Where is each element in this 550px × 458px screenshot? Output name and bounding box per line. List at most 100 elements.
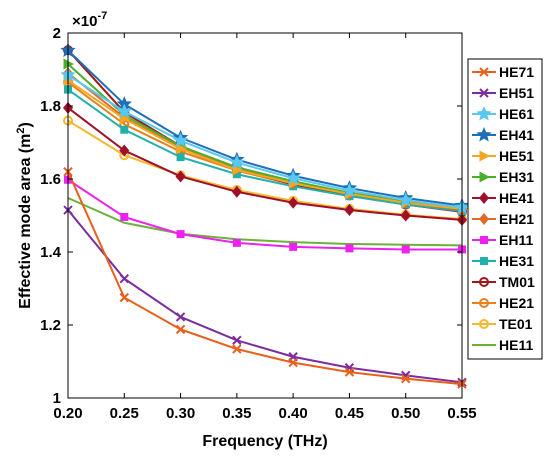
x-tick-label: 0.50: [391, 405, 420, 422]
legend-item-he51: HE51: [472, 148, 534, 164]
data-point-he61: [398, 192, 414, 207]
data-point-he41: [175, 170, 186, 183]
legend-label: HE61: [499, 106, 534, 122]
legend-marker: [479, 88, 489, 98]
legend-item-eh41: EH41: [472, 126, 534, 143]
data-point-eh11: [232, 238, 241, 247]
legend-label: EH31: [499, 169, 534, 185]
data-point-he41: [231, 185, 242, 198]
legend-item-eh31: EH31: [472, 169, 534, 185]
legend-label: HE11: [499, 337, 533, 353]
data-point-he31: [120, 125, 129, 134]
y-axis-label: Effective mode area (m2): [15, 122, 34, 309]
data-point-he71: [232, 344, 242, 354]
series-he61: [60, 66, 470, 214]
data-point-eh11: [345, 244, 354, 253]
x-tick-label: 0.25: [110, 405, 139, 422]
legend-marker: [479, 192, 489, 204]
series-line-he71: [67, 171, 463, 386]
legend-item-eh51: EH51: [472, 85, 534, 101]
data-point-he41: [119, 144, 130, 157]
data-point-he41: [288, 196, 299, 209]
legend-label: EH21: [499, 211, 534, 227]
y-axis-exponent-power: -7: [97, 10, 107, 22]
series-he41: [63, 101, 467, 226]
x-tick-label: 0.40: [279, 405, 308, 422]
legend-marker: [479, 277, 489, 287]
legend-marker: [476, 126, 492, 142]
series-eh31: [63, 58, 468, 214]
legend-label: EH41: [499, 127, 534, 143]
legend-label: HE31: [499, 253, 534, 269]
data-point-he61: [116, 103, 132, 118]
data-point-eh11: [120, 212, 129, 221]
legend-item-te01: TE01: [472, 316, 533, 332]
legend-item-he11: HE11: [472, 337, 533, 353]
series-line-he51: [67, 79, 463, 210]
data-point-he71: [344, 367, 355, 377]
y-tick-label: 1.6: [40, 171, 61, 188]
legend-label: HE51: [499, 148, 534, 164]
data-point-eh51: [119, 273, 129, 284]
legend-label: TM01: [499, 274, 535, 290]
y-tick-label: 2: [53, 25, 61, 42]
legend-item-he21: HE21: [472, 295, 534, 311]
y-axis-label-main: Effective mode area (m: [17, 134, 34, 309]
data-point-he41: [400, 209, 411, 222]
y-axis-ticks: 1 1.2 1.4 1.6 1.8 2: [40, 25, 462, 407]
legend-marker: [480, 236, 488, 244]
series-line-eh11: [67, 178, 462, 251]
y-tick-label: 1.4: [40, 244, 62, 261]
series-line-he31: [67, 88, 463, 213]
legend-marker: [479, 319, 489, 329]
legend-label: TE01: [499, 316, 533, 332]
data-point-he61: [341, 182, 358, 198]
legend-item-eh21: EH21: [472, 211, 534, 227]
data-point-eh11: [176, 230, 185, 239]
legend-label: EH11: [499, 232, 533, 248]
x-tick-label: 0.45: [335, 405, 364, 422]
data-point-he71: [288, 357, 298, 368]
data-point-he71: [401, 373, 411, 384]
legend-marker: [476, 105, 492, 121]
y-axis-exponent: ×10-7: [72, 10, 107, 30]
series-line-eh31: [67, 63, 463, 210]
data-point-eh11: [401, 245, 410, 254]
data-point-eh11: [289, 242, 298, 251]
legend-marker: [480, 257, 488, 265]
data-point-eh51: [175, 312, 186, 322]
data-point-he61: [229, 154, 245, 170]
legend-marker: [479, 298, 489, 308]
series-line-he41: [67, 107, 463, 221]
legend-item-eh11: EH11: [472, 232, 533, 248]
series-he71: [63, 166, 467, 389]
legend-item-he61: HE61: [472, 105, 534, 122]
x-tick-label: 0.55: [447, 405, 476, 422]
legend: HE71 EH51 HE61 EH41 HE51 EH31 HE41 EH21 EH11 HE31…: [467, 58, 543, 360]
y-tick-label: 1.8: [40, 98, 61, 115]
legend-marker: [479, 213, 489, 225]
data-point-he51: [176, 143, 187, 155]
x-axis-label: Frequency (THz): [202, 433, 327, 450]
x-axis-ticks: 0.20 0.25 0.30 0.35 0.40 0.45 0.50 0.55: [53, 33, 477, 422]
legend-label: HE41: [499, 190, 534, 206]
data-point-he61: [172, 132, 189, 148]
chart-series-layer: [60, 42, 470, 389]
legend-item-he31: HE31: [472, 253, 534, 269]
data-point-he71: [119, 292, 129, 303]
legend-item-he41: HE41: [472, 190, 534, 206]
legend-item-he71: HE71: [472, 64, 534, 80]
plot-frame: [67, 32, 463, 399]
x-tick-label: 0.30: [166, 405, 195, 422]
series-line-he11: [67, 197, 463, 247]
series-line-eh21: [67, 72, 463, 211]
data-point-he31: [176, 153, 185, 162]
legend-marker: [479, 150, 490, 162]
x-tick-label: 0.35: [222, 405, 251, 422]
series-he11: [67, 197, 463, 247]
legend-label: HE71: [499, 64, 534, 80]
y-axis-label-close: ): [17, 122, 34, 127]
legend-box: [467, 58, 543, 360]
series-line-he61: [67, 74, 463, 209]
